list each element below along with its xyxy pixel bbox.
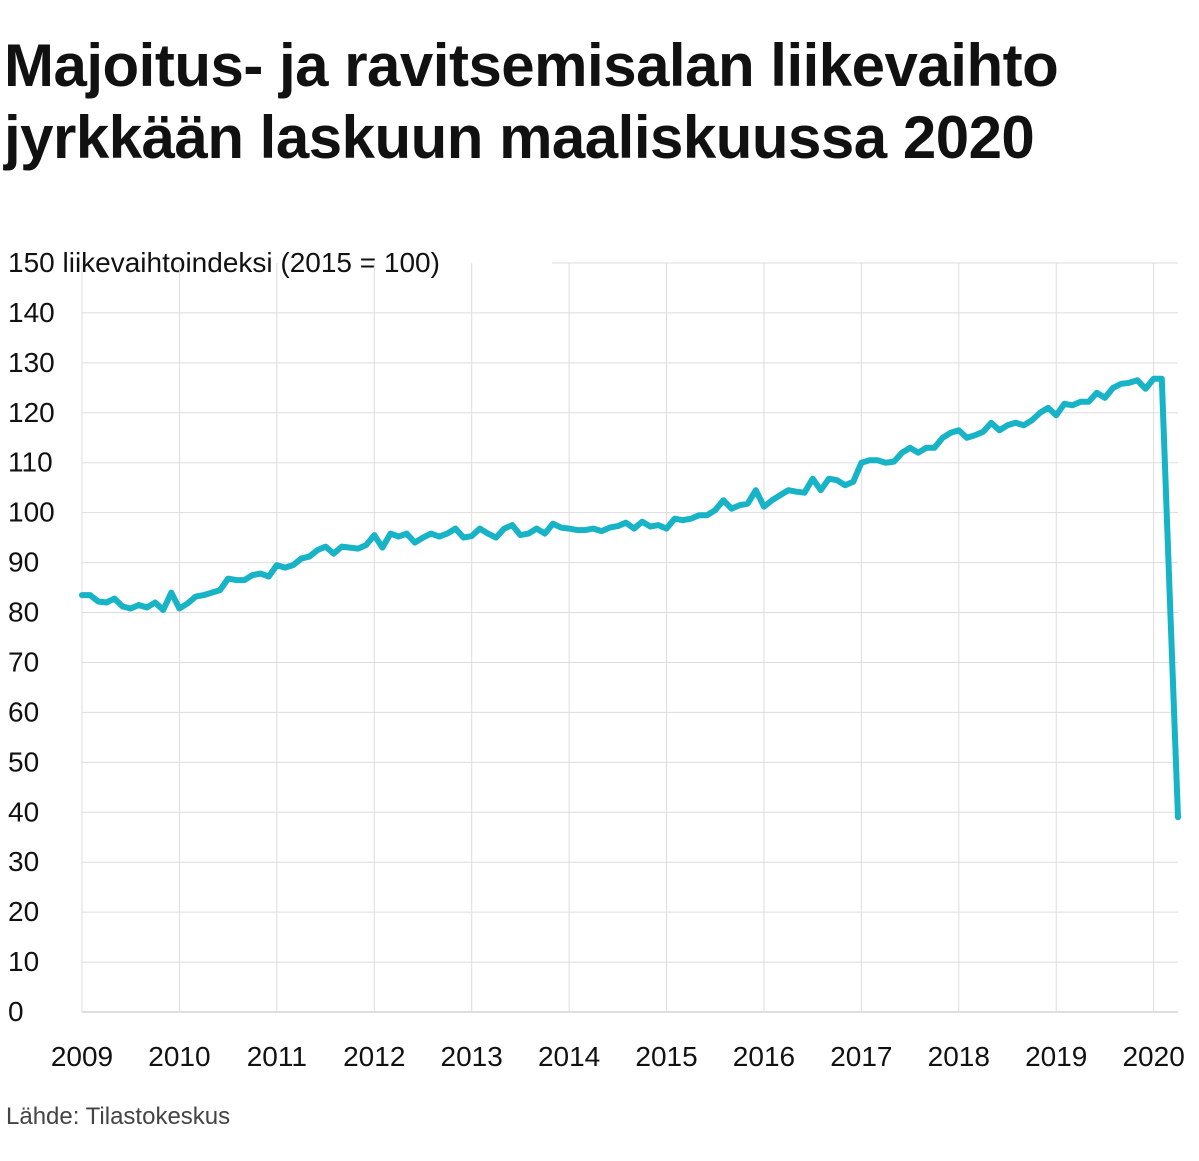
y-tick-label: 150 liikevaihtoindeksi (2015 = 100) <box>8 247 440 278</box>
y-tick-label: 70 <box>8 646 39 677</box>
x-tick-label: 2013 <box>441 1041 503 1072</box>
y-tick-label: 10 <box>8 946 39 977</box>
chart-title-line-2: jyrkkään laskuun maaliskuussa 2020 <box>4 104 1035 171</box>
x-tick-label: 2015 <box>635 1041 697 1072</box>
y-tick-label: 100 <box>8 497 55 528</box>
y-tick-label: 110 <box>8 447 53 478</box>
chart-title-line-1: Majoitus- ja ravitsemisalan liikevaihto <box>4 32 1059 99</box>
source-note: Lähde: Tilastokeskus <box>6 1103 231 1130</box>
x-tick-label: 2014 <box>538 1041 600 1072</box>
y-tick-label: 90 <box>8 547 39 578</box>
x-tick-label: 2011 <box>247 1041 307 1072</box>
y-tick-label: 140 <box>8 297 55 328</box>
x-tick-label: 2019 <box>1025 1041 1087 1072</box>
x-tick-label: 2020 <box>1122 1041 1184 1072</box>
y-tick-label: 30 <box>8 846 39 877</box>
y-tick-label: 60 <box>8 696 39 727</box>
y-tick-label: 50 <box>8 746 39 777</box>
x-tick-label: 2012 <box>343 1041 405 1072</box>
chart-title: Majoitus- ja ravitsemisalan liikevaihto … <box>4 30 1194 174</box>
y-tick-label: 40 <box>8 796 39 827</box>
x-tick-label: 2018 <box>928 1041 990 1072</box>
x-tick-label: 2009 <box>51 1041 113 1072</box>
y-tick-label: 130 <box>8 347 55 378</box>
y-tick-label: 120 <box>8 397 55 428</box>
y-tick-label: 0 <box>8 996 24 1027</box>
series-line <box>79 375 1181 821</box>
x-tick-label: 2017 <box>830 1041 892 1072</box>
y-tick-label: 20 <box>8 896 39 927</box>
x-tick-label: 2010 <box>148 1041 210 1072</box>
y-tick-label: 80 <box>8 597 39 628</box>
x-tick-label: 2016 <box>733 1041 795 1072</box>
